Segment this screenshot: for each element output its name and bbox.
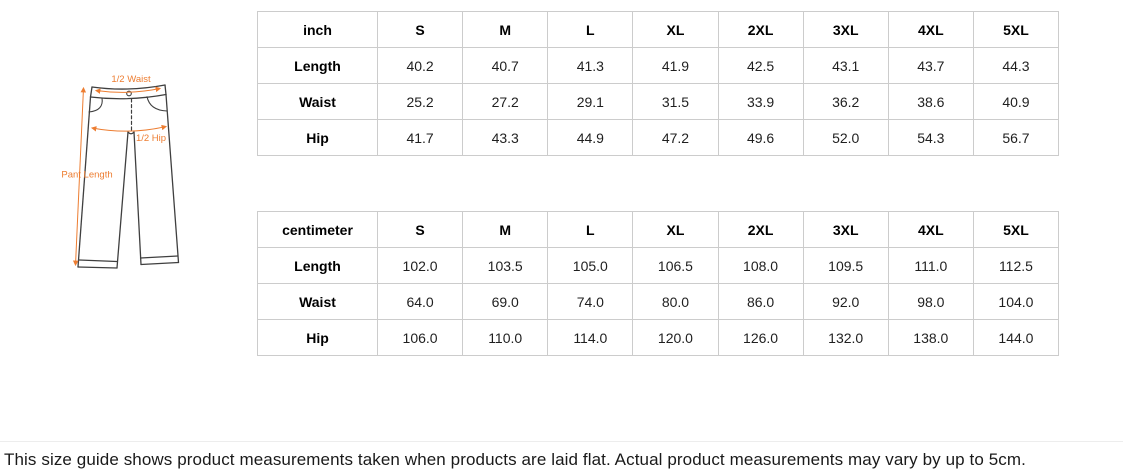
value-cell: 64.0 <box>376 283 464 320</box>
value-cell: 69.0 <box>462 283 549 320</box>
size-guide-disclaimer: This size guide shows product measuremen… <box>4 450 1026 469</box>
value-cell: 33.9 <box>717 83 804 120</box>
value-cell: 80.0 <box>632 283 719 320</box>
value-cell: 41.9 <box>632 47 719 84</box>
size-header-cell: 4XL <box>887 11 974 48</box>
unit-header-cell: centimeter <box>257 211 378 248</box>
value-cell: 105.0 <box>547 247 634 284</box>
table-row: Hip 41.7 43.3 44.9 47.2 49.6 52.0 54.3 5… <box>257 119 1060 156</box>
size-header-cell: 3XL <box>802 211 889 248</box>
size-header-cell: S <box>376 11 464 48</box>
value-cell: 43.1 <box>802 47 889 84</box>
value-cell: 40.2 <box>376 47 464 84</box>
value-cell: 44.9 <box>547 119 634 156</box>
hip-measure-arrow <box>90 124 168 132</box>
row-label-cell: Hip <box>257 119 378 156</box>
value-cell: 103.5 <box>462 247 549 284</box>
value-cell: 109.5 <box>802 247 889 284</box>
size-table-centimeter: centimeter S M L XL 2XL 3XL 4XL 5XL Leng… <box>257 211 1060 356</box>
value-cell: 108.0 <box>717 247 804 284</box>
table-row: Hip 106.0 110.0 114.0 120.0 126.0 132.0 … <box>257 319 1060 356</box>
unit-header-cell: inch <box>257 11 378 48</box>
value-cell: 112.5 <box>972 247 1060 284</box>
value-cell: 40.7 <box>462 47 549 84</box>
size-header-cell: S <box>376 211 464 248</box>
value-cell: 86.0 <box>717 283 804 320</box>
value-cell: 110.0 <box>462 319 549 356</box>
value-cell: 49.6 <box>717 119 804 156</box>
footer-divider <box>0 441 1123 442</box>
value-cell: 41.7 <box>376 119 464 156</box>
value-cell: 74.0 <box>547 283 634 320</box>
size-header-cell: XL <box>632 211 719 248</box>
table-header-row: inch S M L XL 2XL 3XL 4XL 5XL <box>257 11 1060 48</box>
length-label: Pant Length <box>61 170 112 181</box>
value-cell: 25.2 <box>376 83 464 120</box>
value-cell: 36.2 <box>802 83 889 120</box>
value-cell: 47.2 <box>632 119 719 156</box>
value-cell: 52.0 <box>802 119 889 156</box>
size-table-inch: inch S M L XL 2XL 3XL 4XL 5XL Length 40.… <box>257 11 1060 156</box>
table-row: Length 40.2 40.7 41.3 41.9 42.5 43.1 43.… <box>257 47 1060 84</box>
value-cell: 42.5 <box>717 47 804 84</box>
size-header-cell: 4XL <box>887 211 974 248</box>
value-cell: 44.3 <box>972 47 1060 84</box>
row-label-cell: Length <box>257 247 378 284</box>
value-cell: 31.5 <box>632 83 719 120</box>
value-cell: 92.0 <box>802 283 889 320</box>
table-row: Waist 25.2 27.2 29.1 31.5 33.9 36.2 38.6… <box>257 83 1060 120</box>
value-cell: 106.5 <box>632 247 719 284</box>
row-label-cell: Waist <box>257 283 378 320</box>
value-cell: 29.1 <box>547 83 634 120</box>
size-header-cell: L <box>547 211 634 248</box>
value-cell: 41.3 <box>547 47 634 84</box>
value-cell: 144.0 <box>972 319 1060 356</box>
row-label-cell: Waist <box>257 83 378 120</box>
size-header-cell: 2XL <box>717 11 804 48</box>
hip-label: 1/2 Hip <box>136 133 166 144</box>
pants-outline <box>77 84 180 269</box>
value-cell: 98.0 <box>887 283 974 320</box>
value-cell: 132.0 <box>802 319 889 356</box>
size-header-cell: XL <box>632 11 719 48</box>
value-cell: 138.0 <box>887 319 974 356</box>
value-cell: 40.9 <box>972 83 1060 120</box>
table-row: Waist 64.0 69.0 74.0 80.0 86.0 92.0 98.0… <box>257 283 1060 320</box>
value-cell: 114.0 <box>547 319 634 356</box>
value-cell: 120.0 <box>632 319 719 356</box>
size-header-cell: 2XL <box>717 211 804 248</box>
size-header-cell: M <box>462 211 549 248</box>
length-measure-arrow <box>72 86 87 267</box>
size-header-cell: L <box>547 11 634 48</box>
waist-measure-arrow <box>94 86 162 94</box>
value-cell: 56.7 <box>972 119 1060 156</box>
size-header-cell: 5XL <box>972 211 1060 248</box>
table-row: Length 102.0 103.5 105.0 106.5 108.0 109… <box>257 247 1060 284</box>
value-cell: 38.6 <box>887 83 974 120</box>
value-cell: 27.2 <box>462 83 549 120</box>
size-header-cell: 5XL <box>972 11 1060 48</box>
value-cell: 126.0 <box>717 319 804 356</box>
value-cell: 54.3 <box>887 119 974 156</box>
waist-label: 1/2 Waist <box>111 74 151 85</box>
value-cell: 102.0 <box>376 247 464 284</box>
table-header-row: centimeter S M L XL 2XL 3XL 4XL 5XL <box>257 211 1060 248</box>
row-label-cell: Hip <box>257 319 378 356</box>
value-cell: 106.0 <box>376 319 464 356</box>
value-cell: 111.0 <box>887 247 974 284</box>
row-label-cell: Length <box>257 47 378 84</box>
pants-diagram-icon: 1/2 Waist 1/2 Hip Pant Length <box>61 74 180 269</box>
value-cell: 104.0 <box>972 283 1060 320</box>
value-cell: 43.7 <box>887 47 974 84</box>
size-header-cell: 3XL <box>802 11 889 48</box>
size-header-cell: M <box>462 11 549 48</box>
value-cell: 43.3 <box>462 119 549 156</box>
